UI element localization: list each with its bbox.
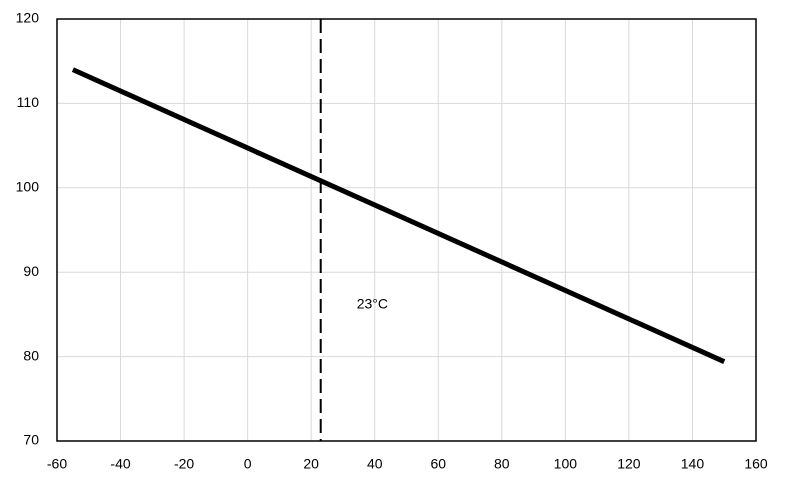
x-tick-label: -40 [110,456,130,472]
x-tick-label: -60 [47,456,67,472]
x-tick-label: 20 [303,456,319,472]
y-tick-label: 90 [23,263,39,279]
annotation: 23°C [357,296,388,312]
plot-frame [56,18,757,442]
x-tick-label: 160 [744,456,768,472]
x-tick-label: -20 [174,456,194,472]
x-tick-label: 60 [430,456,446,472]
x-tick-label: 140 [681,456,705,472]
y-tick-label: 110 [17,94,40,110]
y-tick-label: 70 [23,432,39,448]
y-tick-label: 100 [16,179,40,195]
y-tick-label: 120 [16,10,40,26]
x-tick-label: 0 [244,456,252,472]
x-tick-label: 80 [494,456,510,472]
x-tick-label: 100 [554,456,578,472]
data-line [71,67,726,364]
x-tick-label: 40 [367,456,383,472]
x-tick-label: 120 [617,456,641,472]
y-tick-label: 80 [23,347,39,363]
